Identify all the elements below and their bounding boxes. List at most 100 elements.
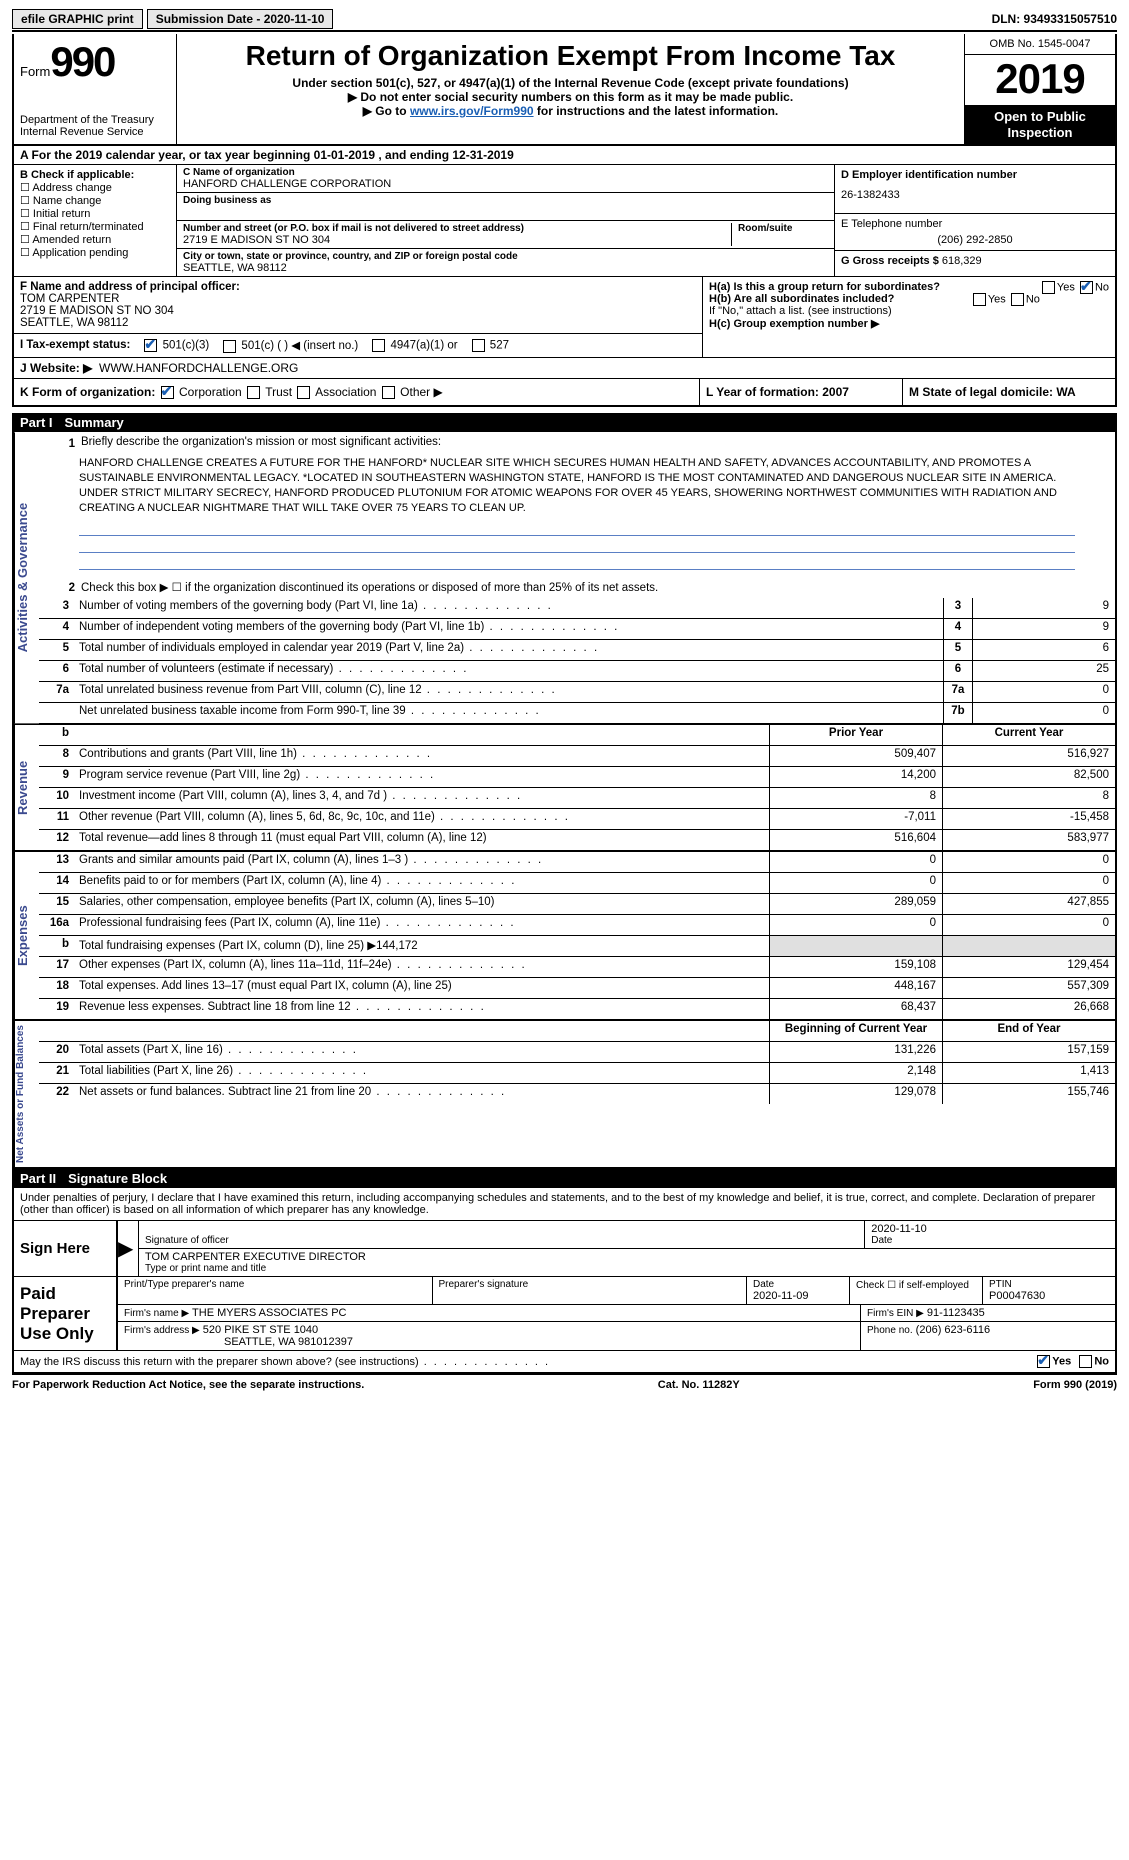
l15: Salaries, other compensation, employee b… <box>75 894 769 914</box>
expenses-section: Expenses 13Grants and similar amounts pa… <box>12 852 1117 1021</box>
l7a: Total unrelated business revenue from Pa… <box>75 682 943 702</box>
l6: Total number of volunteers (estimate if … <box>75 661 943 681</box>
hb-label: H(b) Are all subordinates included? <box>709 293 894 305</box>
hb-yes[interactable] <box>973 293 986 306</box>
gross-label: G Gross receipts $ <box>841 255 939 267</box>
chk-501c3[interactable] <box>144 339 157 352</box>
chk-final: Final return/terminated <box>33 221 144 233</box>
chk-501c[interactable] <box>223 340 236 353</box>
p19: 68,437 <box>769 999 942 1019</box>
l13: Grants and similar amounts paid (Part IX… <box>75 852 769 872</box>
city-state-zip: SEATTLE, WA 98112 <box>183 262 828 274</box>
topbar: efile GRAPHIC print Submission Date - 20… <box>12 8 1117 32</box>
ptin: P00047630 <box>989 1290 1045 1302</box>
c20: 157,159 <box>942 1042 1115 1062</box>
officer-name-title: TOM CARPENTER EXECUTIVE DIRECTOR <box>145 1251 1109 1263</box>
l10: Investment income (Part VIII, column (A)… <box>75 788 769 808</box>
l21: Total liabilities (Part X, line 26) <box>75 1063 769 1083</box>
current-year: Current Year <box>942 725 1115 745</box>
l9: Program service revenue (Part VIII, line… <box>75 767 769 787</box>
chk-amended: Amended return <box>32 234 111 246</box>
open-inspection: Open to Public Inspection <box>965 105 1115 144</box>
p11: -7,011 <box>769 809 942 829</box>
instructions-link[interactable]: www.irs.gov/Form990 <box>410 104 534 118</box>
firm-name: THE MYERS ASSOCIATES PC <box>192 1307 346 1319</box>
website: WWW.HANFORDCHALLENGE.ORG <box>99 361 298 375</box>
v7a: 0 <box>972 682 1115 702</box>
subtitle-3: ▶ Go to www.irs.gov/Form990 for instruct… <box>185 104 956 118</box>
form-header: Form990 Department of the Treasury Inter… <box>12 34 1117 146</box>
footer-right: Form 990 (2019) <box>1033 1379 1117 1391</box>
page-footer: For Paperwork Reduction Act Notice, see … <box>12 1374 1117 1395</box>
row-a: A For the 2019 calendar year, or tax yea… <box>12 146 1117 165</box>
discuss-yes[interactable] <box>1037 1355 1050 1368</box>
c11: -15,458 <box>942 809 1115 829</box>
hb-note: If "No," attach a list. (see instruction… <box>709 305 1109 317</box>
efile-button[interactable]: efile GRAPHIC print <box>12 9 143 29</box>
chk-4947[interactable] <box>372 339 385 352</box>
c16a: 0 <box>942 915 1115 935</box>
c22: 155,746 <box>942 1084 1115 1104</box>
c21: 1,413 <box>942 1063 1115 1083</box>
activities-governance: Activities & Governance 1Briefly describ… <box>12 432 1117 725</box>
box-b-title: B Check if applicable: <box>20 169 170 181</box>
sig-date: 2020-11-10 <box>871 1223 926 1235</box>
discuss-no[interactable] <box>1079 1355 1092 1368</box>
p21: 2,148 <box>769 1063 942 1083</box>
part1-header: Part I Summary <box>12 413 1117 432</box>
l19: Revenue less expenses. Subtract line 18 … <box>75 999 769 1019</box>
chk-name: Name change <box>33 195 102 207</box>
chk-527[interactable] <box>472 339 485 352</box>
prior-year: Prior Year <box>769 725 942 745</box>
chk-trust[interactable] <box>247 386 260 399</box>
ha-yes[interactable] <box>1042 281 1055 294</box>
c12: 583,977 <box>942 830 1115 850</box>
city-label: City or town, state or province, country… <box>183 251 828 262</box>
street-address: 2719 E MADISON ST NO 304 <box>183 234 725 246</box>
p9: 14,200 <box>769 767 942 787</box>
state-domicile: M State of legal domicile: WA <box>909 385 1076 399</box>
c19: 26,668 <box>942 999 1115 1019</box>
p8: 509,407 <box>769 746 942 766</box>
part2-header: Part II Signature Block <box>12 1169 1117 1188</box>
chk-corp[interactable] <box>161 386 174 399</box>
p13: 0 <box>769 852 942 872</box>
l4: Number of independent voting members of … <box>75 619 943 639</box>
footer-mid: Cat. No. 11282Y <box>658 1379 740 1391</box>
f-label: F Name and address of principal officer: <box>20 281 696 293</box>
dept-2: Internal Revenue Service <box>20 126 170 138</box>
mission-text: HANFORD CHALLENGE CREATES A FUTURE FOR T… <box>39 452 1115 519</box>
l12: Total revenue—add lines 8 through 11 (mu… <box>75 830 769 850</box>
p18: 448,167 <box>769 978 942 998</box>
c15: 427,855 <box>942 894 1115 914</box>
net-assets-section: Net Assets or Fund Balances Beginning of… <box>12 1021 1117 1169</box>
addr-label: Number and street (or P.O. box if mail i… <box>183 223 725 234</box>
chk-assoc[interactable] <box>297 386 310 399</box>
l5: Total number of individuals employed in … <box>75 640 943 660</box>
chk-self-employed: Check ☐ if self-employed <box>856 1280 969 1291</box>
org-name: HANFORD CHALLENGE CORPORATION <box>183 178 828 190</box>
sig-officer-label: Signature of officer <box>145 1235 858 1246</box>
perjury-text: Under penalties of perjury, I declare th… <box>14 1188 1115 1221</box>
submission-button[interactable]: Submission Date - 2020-11-10 <box>147 9 334 29</box>
l16b: Total fundraising expenses (Part IX, col… <box>75 936 769 956</box>
hc-label: H(c) Group exemption number ▶ <box>709 318 879 330</box>
ha-no[interactable] <box>1080 281 1093 294</box>
hb-no[interactable] <box>1011 293 1024 306</box>
tax-year: 2019 <box>965 55 1115 105</box>
phone-label: E Telephone number <box>841 218 1109 230</box>
discuss-label: May the IRS discuss this return with the… <box>20 1356 550 1368</box>
prep-date: 2020-11-09 <box>753 1290 808 1302</box>
v3: 9 <box>972 598 1115 618</box>
v5: 6 <box>972 640 1115 660</box>
vtab-net: Net Assets or Fund Balances <box>14 1021 39 1167</box>
form-label: Form <box>20 64 50 79</box>
p22: 129,078 <box>769 1084 942 1104</box>
subtitle-1: Under section 501(c), 527, or 4947(a)(1)… <box>185 76 956 90</box>
chk-other[interactable] <box>382 386 395 399</box>
p16a: 0 <box>769 915 942 935</box>
ein-label: D Employer identification number <box>841 169 1109 181</box>
dba-label: Doing business as <box>183 195 828 206</box>
gross-value: 618,329 <box>942 255 982 267</box>
firm-addr1: 520 PIKE ST STE 1040 <box>203 1324 318 1336</box>
